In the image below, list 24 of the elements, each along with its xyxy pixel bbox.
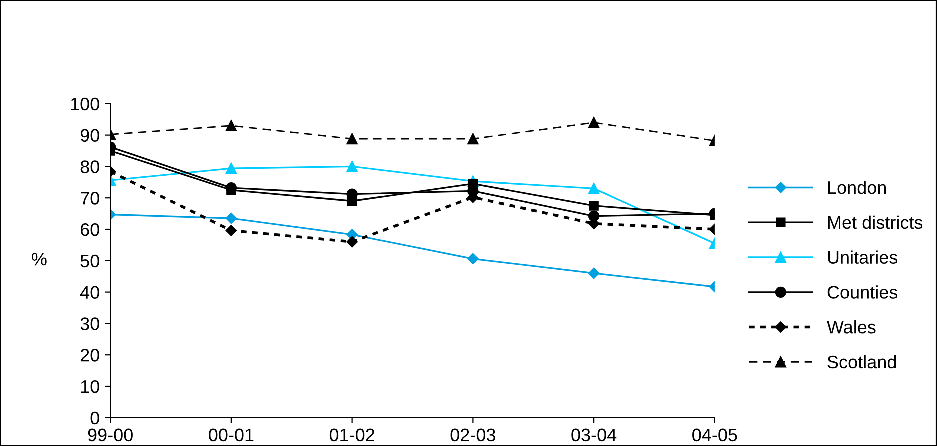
legend-label: Unitaries [828,250,898,264]
x-tick-label: 04-05 [692,428,738,442]
legend-label: Counties [828,286,898,299]
y-tick-label: 50 [80,254,100,268]
y-tick-label: 0 [90,412,100,425]
y-tick-label: 30 [80,318,100,330]
x-tick-label: 99-00 [88,428,133,442]
y-tick-label: 20 [80,349,100,362]
legend-label: Wales [827,320,876,334]
x-tick-label: 00-01 [209,428,254,442]
y-tick-label: 100 [71,98,100,111]
y-tick-label: 70 [80,192,100,205]
y-tick-label: 10 [81,380,100,394]
y-axis-title: % [32,253,47,266]
legend-label: Met districts [828,216,923,230]
y-tick-label: 90 [80,129,100,142]
legend-label: Scotland [828,355,896,369]
x-tick-label: 01-02 [330,428,374,442]
x-tick-label: 03-04 [572,428,617,442]
y-tick-label: 40 [80,286,100,300]
y-tick-label: 80 [80,160,100,174]
x-tick-label: 02-03 [450,428,496,442]
legend-label: London [828,180,886,194]
y-tick-label: 60 [80,223,100,236]
